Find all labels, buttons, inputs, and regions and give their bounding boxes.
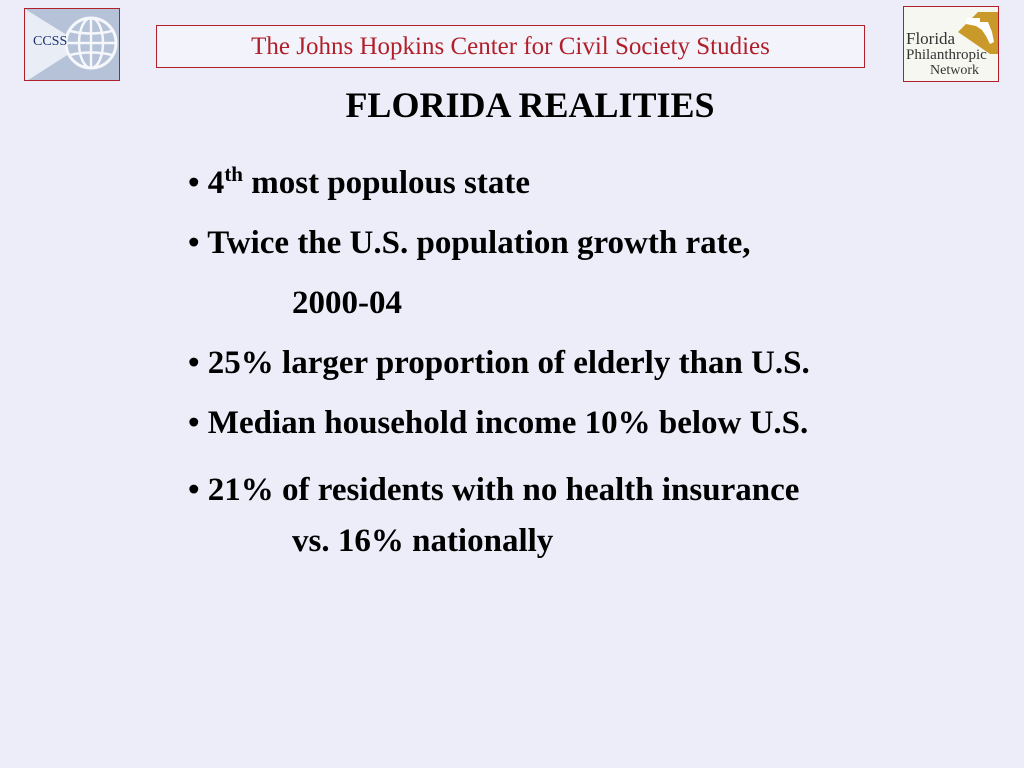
- bullet-continuation: 2000-04: [292, 285, 402, 321]
- bullet-prefix: • 4: [188, 165, 225, 201]
- slide-title: FLORIDA REALITIES: [345, 85, 715, 125]
- bullet-item: • 4th most populous state: [188, 162, 530, 202]
- bullet-item: • Median household income 10% below U.S.: [188, 405, 809, 441]
- banner-text: The Johns Hopkins Center for Civil Socie…: [251, 32, 770, 60]
- bullet-item: • Twice the U.S. population growth rate,: [188, 225, 751, 261]
- bullet-superscript: th: [224, 162, 243, 186]
- bullet-item: • 21% of residents with no health insura…: [188, 472, 800, 508]
- fpn-logo-line2: Philanthropic: [906, 47, 987, 63]
- bullet-continuation: vs. 16% nationally: [292, 523, 554, 559]
- bullet-text: most populous state: [243, 165, 530, 201]
- fpn-logo-line3: Network: [930, 63, 979, 78]
- ccss-logo: CCSS: [24, 8, 120, 81]
- fpn-logo: Florida Philanthropic Network: [903, 6, 999, 82]
- fpn-logo-line1: Florida: [906, 29, 956, 48]
- globe-icon: [25, 9, 118, 80]
- florida-map-icon: [958, 12, 998, 54]
- bullet-item: • 25% larger proportion of elderly than …: [188, 345, 810, 381]
- header-banner: The Johns Hopkins Center for Civil Socie…: [156, 25, 865, 68]
- ccss-logo-text: CCSS: [33, 34, 68, 49]
